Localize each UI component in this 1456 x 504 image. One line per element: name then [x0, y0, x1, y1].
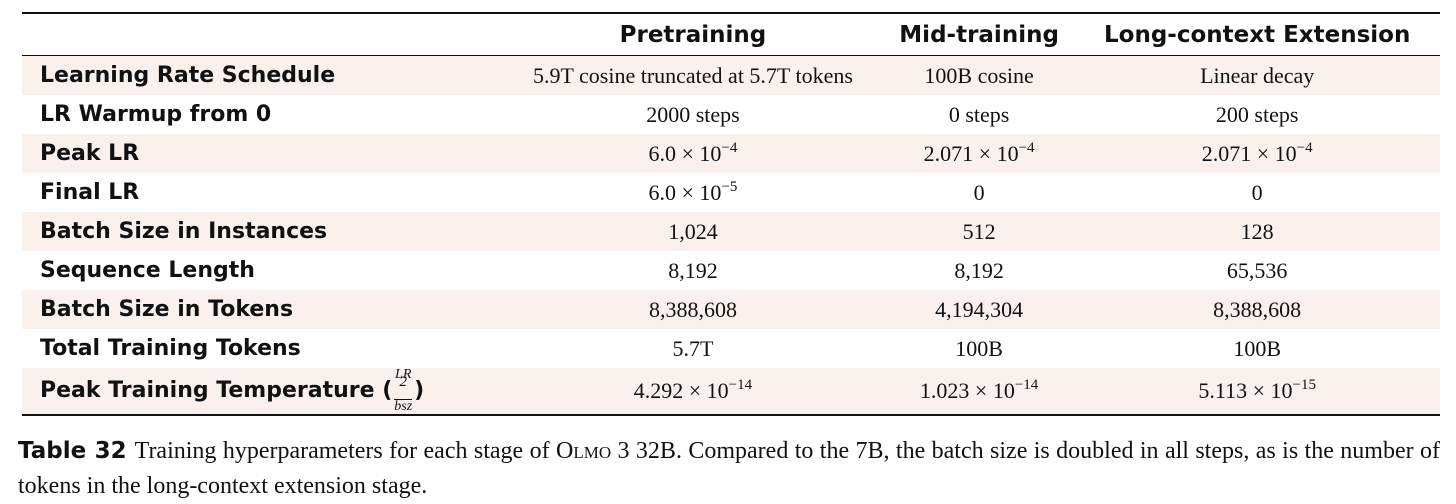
value-exponent: −5 — [721, 178, 738, 195]
fraction: LR 2 bsz — [394, 367, 413, 414]
header-row: Pretraining Mid-training Long-context Exte… — [22, 13, 1440, 56]
table-row: Peak Training Temperature (LR 2 bsz) 4.292 … — [22, 368, 1440, 415]
table-row: Total Training Tokens 5.7T 100B 100B — [22, 329, 1440, 368]
value-cell: 1,024 — [502, 212, 884, 251]
row-label: Total Training Tokens — [40, 336, 301, 361]
value-cell: 8,388,608 — [502, 290, 884, 329]
value-cell: 5.7T — [672, 335, 714, 361]
header-cell — [22, 13, 503, 56]
paren: ) — [414, 378, 425, 403]
value-cell: 4.292 × 10−14 — [502, 368, 884, 415]
model-name: Olmo — [556, 438, 612, 464]
value-cell: 65,536 — [1226, 257, 1288, 283]
row-label: Batch Size in Instances — [22, 212, 503, 251]
value-cell: 1.023 × 10−14 — [883, 368, 1075, 415]
value-cell: 100B cosine — [883, 55, 1075, 95]
caption-text: 3 32B. Compared to the 7B, the batch siz… — [18, 438, 1440, 499]
value-cell: 128 — [1074, 212, 1440, 251]
row-label: Learning Rate Schedule — [22, 55, 503, 95]
table-row: LR Warmup from 0 2000 steps 0 steps 200 ste… — [22, 95, 1440, 134]
num-exp: 2 — [399, 374, 407, 390]
table-row: Batch Size in Instances 1,024 512 128 — [22, 212, 1440, 251]
value-cell: 0 — [973, 179, 985, 205]
value-base: 2.071 × 10 — [1201, 140, 1297, 166]
value-base: 2.071 × 10 — [923, 140, 1019, 166]
table-row: Batch Size in Tokens 8,388,608 4,194,304 8,… — [22, 290, 1440, 329]
value-exponent: −15 — [1292, 377, 1316, 393]
hyperparameter-table: Pretraining Mid-training Long-context Exte… — [22, 12, 1440, 416]
value-cell: 2000 steps — [646, 101, 740, 127]
row-label: Sequence Length — [40, 258, 255, 283]
value-exponent: −4 — [1296, 139, 1313, 156]
value-cell: 100B — [955, 335, 1003, 361]
value-base: 6.0 × 10 — [648, 140, 722, 166]
value-cell: 6.0 × 10−4 — [502, 134, 884, 173]
table-row: Final LR 6.0 × 10−5 0 0 — [22, 173, 1440, 212]
value-cell: 0 — [1251, 179, 1263, 205]
header-cell: Long-context Extension — [1074, 13, 1440, 56]
table-row: Sequence Length 8,192 8,192 65,536 — [22, 251, 1440, 290]
value-cell: 8,192 — [954, 257, 1004, 283]
num-text: LR — [395, 367, 412, 382]
value-base: 4.292 × 10 — [633, 378, 729, 403]
value-cell: 2.071 × 10−4 — [883, 134, 1075, 173]
paren: ( — [382, 378, 393, 403]
value-cell: 6.0 × 10−5 — [502, 173, 884, 212]
value-cell: 8,388,608 — [1074, 290, 1440, 329]
value-cell: 8,192 — [668, 257, 718, 283]
label-text: Peak Training Temperature — [40, 378, 375, 403]
value-cell: 2.071 × 10−4 — [1074, 134, 1440, 173]
value-cell: 5.9T cosine truncated at 5.7T tokens — [502, 55, 884, 95]
value-cell: 5.113 × 10−15 — [1074, 368, 1440, 415]
row-label: Peak Training Temperature (LR 2 bsz) — [22, 367, 503, 415]
table-row: Peak LR 6.0 × 10−4 2.071 × 10−4 2.071 × 10−… — [22, 134, 1440, 173]
row-label: Final LR — [40, 180, 140, 205]
value-cell: Linear decay — [1074, 55, 1440, 95]
caption-text: Training hyperparameters for each stage … — [134, 438, 557, 464]
numerator: LR 2 — [394, 367, 413, 400]
row-label: Batch Size in Tokens — [22, 290, 503, 329]
value-cell: 0 steps — [948, 101, 1010, 127]
value-cell: 4,194,304 — [883, 290, 1075, 329]
value-exponent: −14 — [1014, 377, 1039, 393]
value-exponent: −4 — [1018, 139, 1035, 156]
denominator: bsz — [394, 399, 413, 414]
value-cell: 100B — [1233, 335, 1282, 361]
value-base: 5.113 × 10 — [1198, 378, 1293, 403]
caption-label: Table 32 — [18, 438, 127, 464]
value-cell: 200 steps — [1215, 101, 1299, 127]
value-base: 1.023 × 10 — [919, 378, 1015, 403]
value-exponent: −14 — [728, 377, 753, 393]
value-base: 6.0 × 10 — [648, 179, 722, 205]
value-exponent: −4 — [721, 139, 738, 156]
row-label: Peak LR — [22, 134, 503, 173]
table-row: Learning Rate Schedule 5.9T cosine trunca… — [22, 55, 1440, 95]
header-cell: Pretraining — [502, 13, 884, 56]
value-cell: 512 — [883, 212, 1075, 251]
header-cell: Mid-training — [883, 13, 1075, 56]
caption: Table 32 Training hyperparameters for eac… — [18, 434, 1440, 504]
row-label: LR Warmup from 0 — [40, 102, 272, 127]
